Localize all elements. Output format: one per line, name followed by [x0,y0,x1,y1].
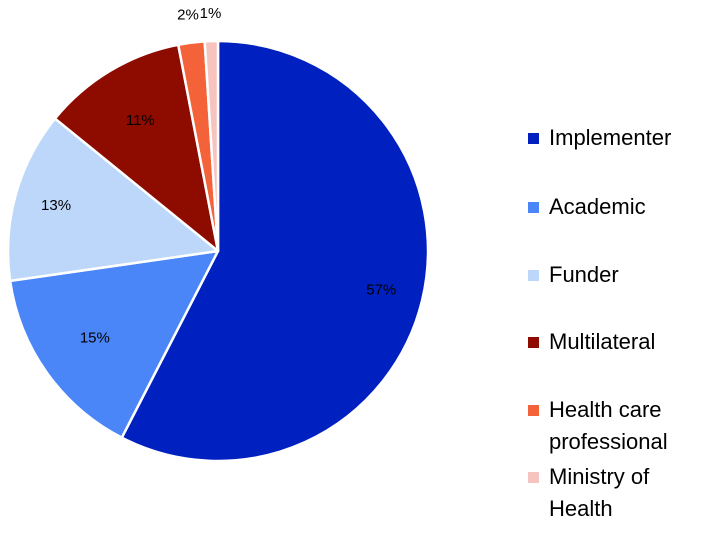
pie-slice-multilateral [53,43,220,253]
legend-label-implementer: Implementer [549,125,672,150]
legend-label-multilateral: Multilateral [549,329,656,354]
pie-slice-implementer [120,39,430,463]
data-label-ministry-of-health: 1% [200,5,222,22]
data-label-academic: 15% [80,330,110,347]
legend-swatch-health-care-professional [528,405,539,416]
pie-slices [6,39,430,463]
legend-swatch-multilateral [528,337,539,348]
pie-slice-academic [8,249,220,439]
legend-swatch-implementer [528,133,539,144]
legend-label-academic: Academic [549,194,646,219]
data-label-multilateral: 11% [126,112,155,129]
legend-label-ministry-of-health: Ministry of Health [549,464,650,521]
data-label-implementer: 57% [366,282,396,299]
data-label-health-care-professional: 2% [177,7,199,24]
legend-swatch-ministry-of-health [528,472,539,483]
legend-swatch-funder [528,270,539,281]
legend-label-funder: Funder [549,262,619,287]
legend-label-health-care-professional: Health care professional [549,397,668,454]
legend-swatch-academic [528,202,539,213]
data-label-funder: 13% [41,197,71,214]
pie-slice-ministry-of-health [203,39,220,253]
pie-data-labels: 57% 15% 13% 11% 2% 1% [41,5,396,347]
pie-slice-funder [6,117,220,283]
